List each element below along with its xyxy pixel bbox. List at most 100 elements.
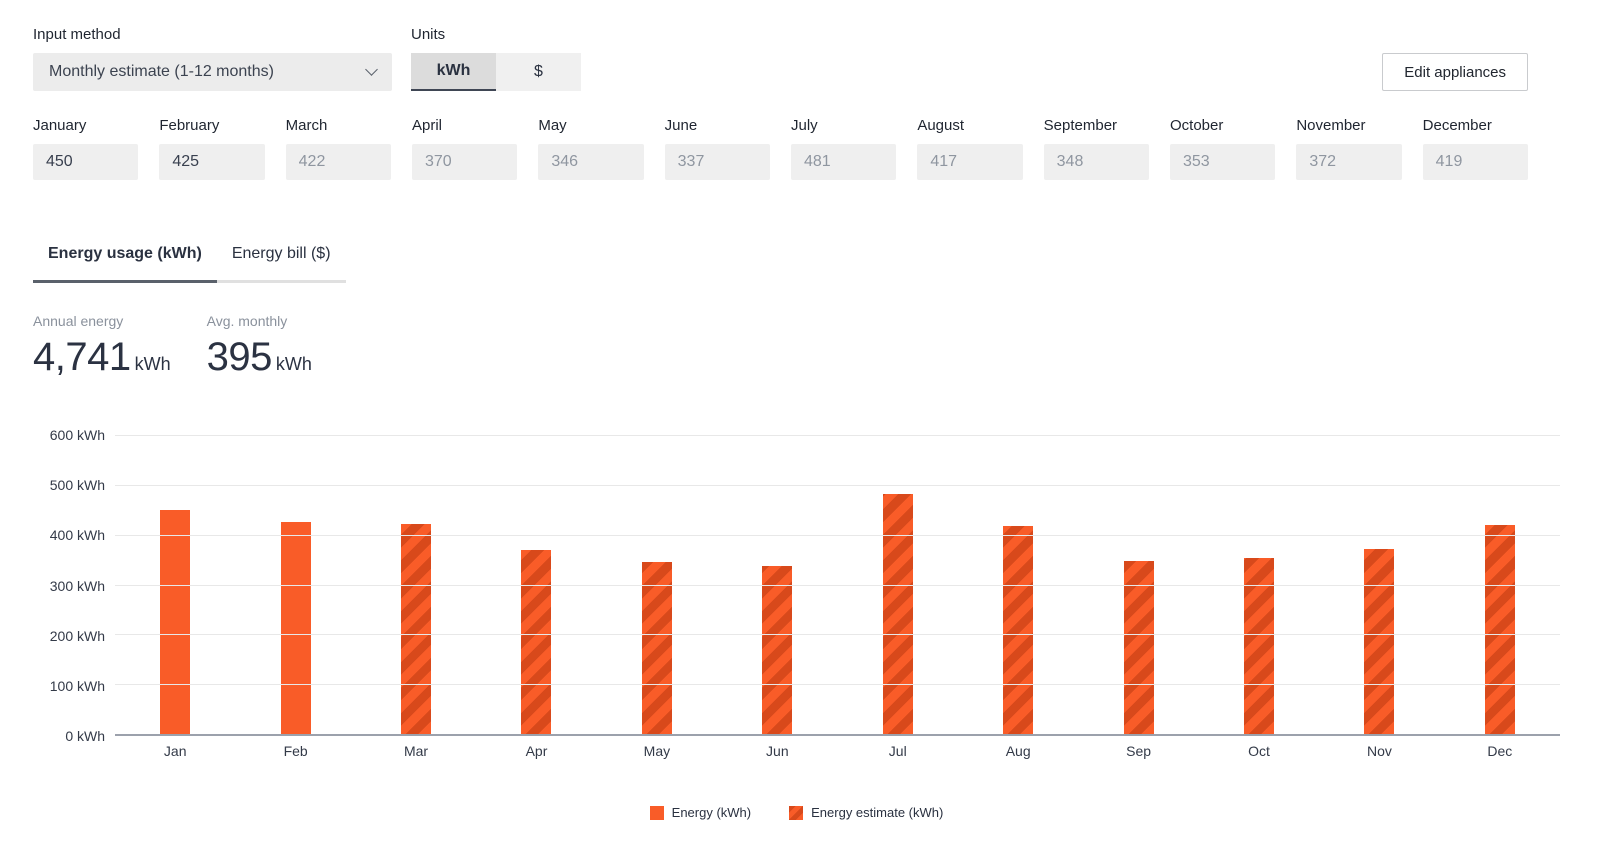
month-value-input[interactable]	[412, 144, 518, 180]
month-field-november: November	[1296, 117, 1402, 180]
month-value-input[interactable]	[1043, 144, 1149, 180]
bar-feb	[280, 522, 311, 734]
bar-jan	[160, 509, 191, 734]
month-label: June	[664, 117, 698, 134]
month-label: March	[285, 117, 328, 134]
chart-legend: Energy (kWh) Energy estimate (kWh)	[33, 805, 1560, 820]
x-tick-label: Mar	[403, 743, 429, 759]
month-value-input[interactable]	[538, 144, 644, 180]
bar-aug	[1003, 526, 1034, 734]
bar-nov	[1364, 548, 1395, 734]
bar-slot	[235, 435, 355, 734]
y-tick-label: 500 kWh	[49, 477, 105, 494]
stat-unit: kWh	[134, 354, 171, 374]
x-tick-label: Oct	[1248, 743, 1270, 759]
stat-label: Avg. monthly	[206, 313, 288, 329]
month-value-input[interactable]	[1422, 144, 1528, 180]
y-tick-label: 200 kWh	[49, 627, 105, 644]
x-tick-label: Sep	[1126, 743, 1152, 759]
y-tick-label: 0 kWh	[65, 728, 105, 744]
month-value-input[interactable]	[285, 144, 391, 180]
bar-jun	[762, 566, 793, 734]
x-tick-label: Jun	[766, 743, 789, 759]
legend-item: Energy (kWh)	[649, 805, 752, 820]
tab-energy-bill[interactable]: Energy bill ($)	[216, 244, 346, 283]
bar-slot	[1319, 435, 1439, 734]
units-option-kwh[interactable]: kWh	[411, 53, 496, 91]
units-option-dollar[interactable]: $	[496, 53, 581, 91]
month-value-input[interactable]	[159, 144, 265, 180]
x-tick-label: Jul	[888, 743, 907, 759]
month-value-input[interactable]	[917, 144, 1023, 180]
month-label: September	[1043, 117, 1118, 134]
gridline	[115, 634, 1560, 636]
month-value-input[interactable]	[664, 144, 770, 180]
month-field-august: August	[917, 117, 1023, 180]
stat-label: Annual energy	[33, 313, 124, 329]
stats: Annual energy 4,741 kWh Avg. monthly 395 kWh	[33, 313, 1560, 387]
month-field-october: October	[1170, 117, 1276, 180]
units-label: Units	[411, 26, 446, 43]
stat-value: 395 kWh	[207, 334, 312, 387]
legend-label: Energy (kWh)	[671, 805, 752, 820]
y-tick-label: 600 kWh	[49, 427, 105, 443]
bar-oct	[1244, 558, 1274, 734]
bar-may	[641, 561, 672, 734]
tabs: Energy usage (kWh) Energy bill ($)	[33, 244, 346, 283]
units-toggle: kWh $	[411, 53, 581, 91]
month-label: May	[538, 117, 567, 134]
plot-area	[115, 435, 1560, 736]
legend-item: Energy estimate (kWh)	[789, 805, 943, 820]
bar-jul	[882, 494, 913, 734]
bar-slot	[717, 435, 837, 734]
y-tick-label: 400 kWh	[49, 527, 105, 544]
month-label: July	[791, 117, 818, 134]
month-field-june: June	[664, 117, 770, 180]
input-method-select[interactable]: Monthly estimate (1-12 months)	[33, 53, 392, 91]
month-value-input[interactable]	[1296, 144, 1402, 180]
month-field-may: May	[538, 117, 644, 180]
month-label: November	[1296, 117, 1366, 134]
month-field-september: September	[1043, 117, 1149, 180]
stat-number: 395	[206, 335, 273, 379]
y-axis-labels: 0 kWh 100 kWh 200 kWh 300 kWh 400 kWh 500 kWh…	[33, 427, 115, 744]
month-field-march: March	[285, 117, 391, 180]
x-axis-labels: Jan Feb Mar Apr May Jun Jul Aug Sep Oct Nov Dec	[33, 743, 1560, 759]
input-method-selected-value: Monthly estimate (1-12 months)	[49, 63, 274, 80]
edit-appliances-button[interactable]: Edit appliances	[1382, 53, 1528, 91]
input-method-label: Input method	[33, 26, 121, 43]
month-value-input[interactable]	[791, 144, 897, 180]
month-field-december: December	[1422, 117, 1528, 180]
month-value-input[interactable]	[33, 144, 139, 180]
bar-apr	[521, 549, 552, 734]
bar-slot	[1078, 435, 1198, 734]
tab-energy-usage-kwh[interactable]: Energy usage (kWh)	[33, 244, 217, 283]
month-label: August	[917, 117, 965, 134]
month-label: January	[33, 117, 87, 134]
stat-block: Avg. monthly 395 kWh	[207, 313, 312, 387]
gridline	[115, 435, 1560, 436]
stat-number: 4,741	[33, 335, 131, 379]
bar-slots	[115, 435, 1560, 734]
month-label: December	[1422, 117, 1492, 134]
y-tick-label: 100 kWh	[49, 677, 105, 694]
bar-slot	[597, 435, 717, 734]
legend-swatch-solid	[649, 805, 664, 820]
month-field-april: April	[412, 117, 518, 180]
x-tick-label: May	[643, 743, 671, 759]
x-axis-slots: Jan Feb Mar Apr May Jun Jul Aug Sep Oct Nov Dec	[115, 743, 1560, 759]
month-label: October	[1170, 117, 1224, 134]
bar-slot	[958, 435, 1078, 734]
months-grid: January February March April May June July Augu…	[33, 117, 1528, 180]
x-tick-label: Apr	[525, 743, 548, 759]
gridline	[115, 484, 1560, 486]
month-label: April	[412, 117, 443, 134]
month-value-input[interactable]	[1170, 144, 1276, 180]
bar-dec	[1484, 525, 1515, 734]
gridline	[115, 584, 1560, 586]
bar-slot	[356, 435, 476, 734]
x-tick-label: Jan	[163, 743, 187, 759]
x-tick-label: Dec	[1487, 743, 1513, 759]
month-field-july: July	[791, 117, 897, 180]
